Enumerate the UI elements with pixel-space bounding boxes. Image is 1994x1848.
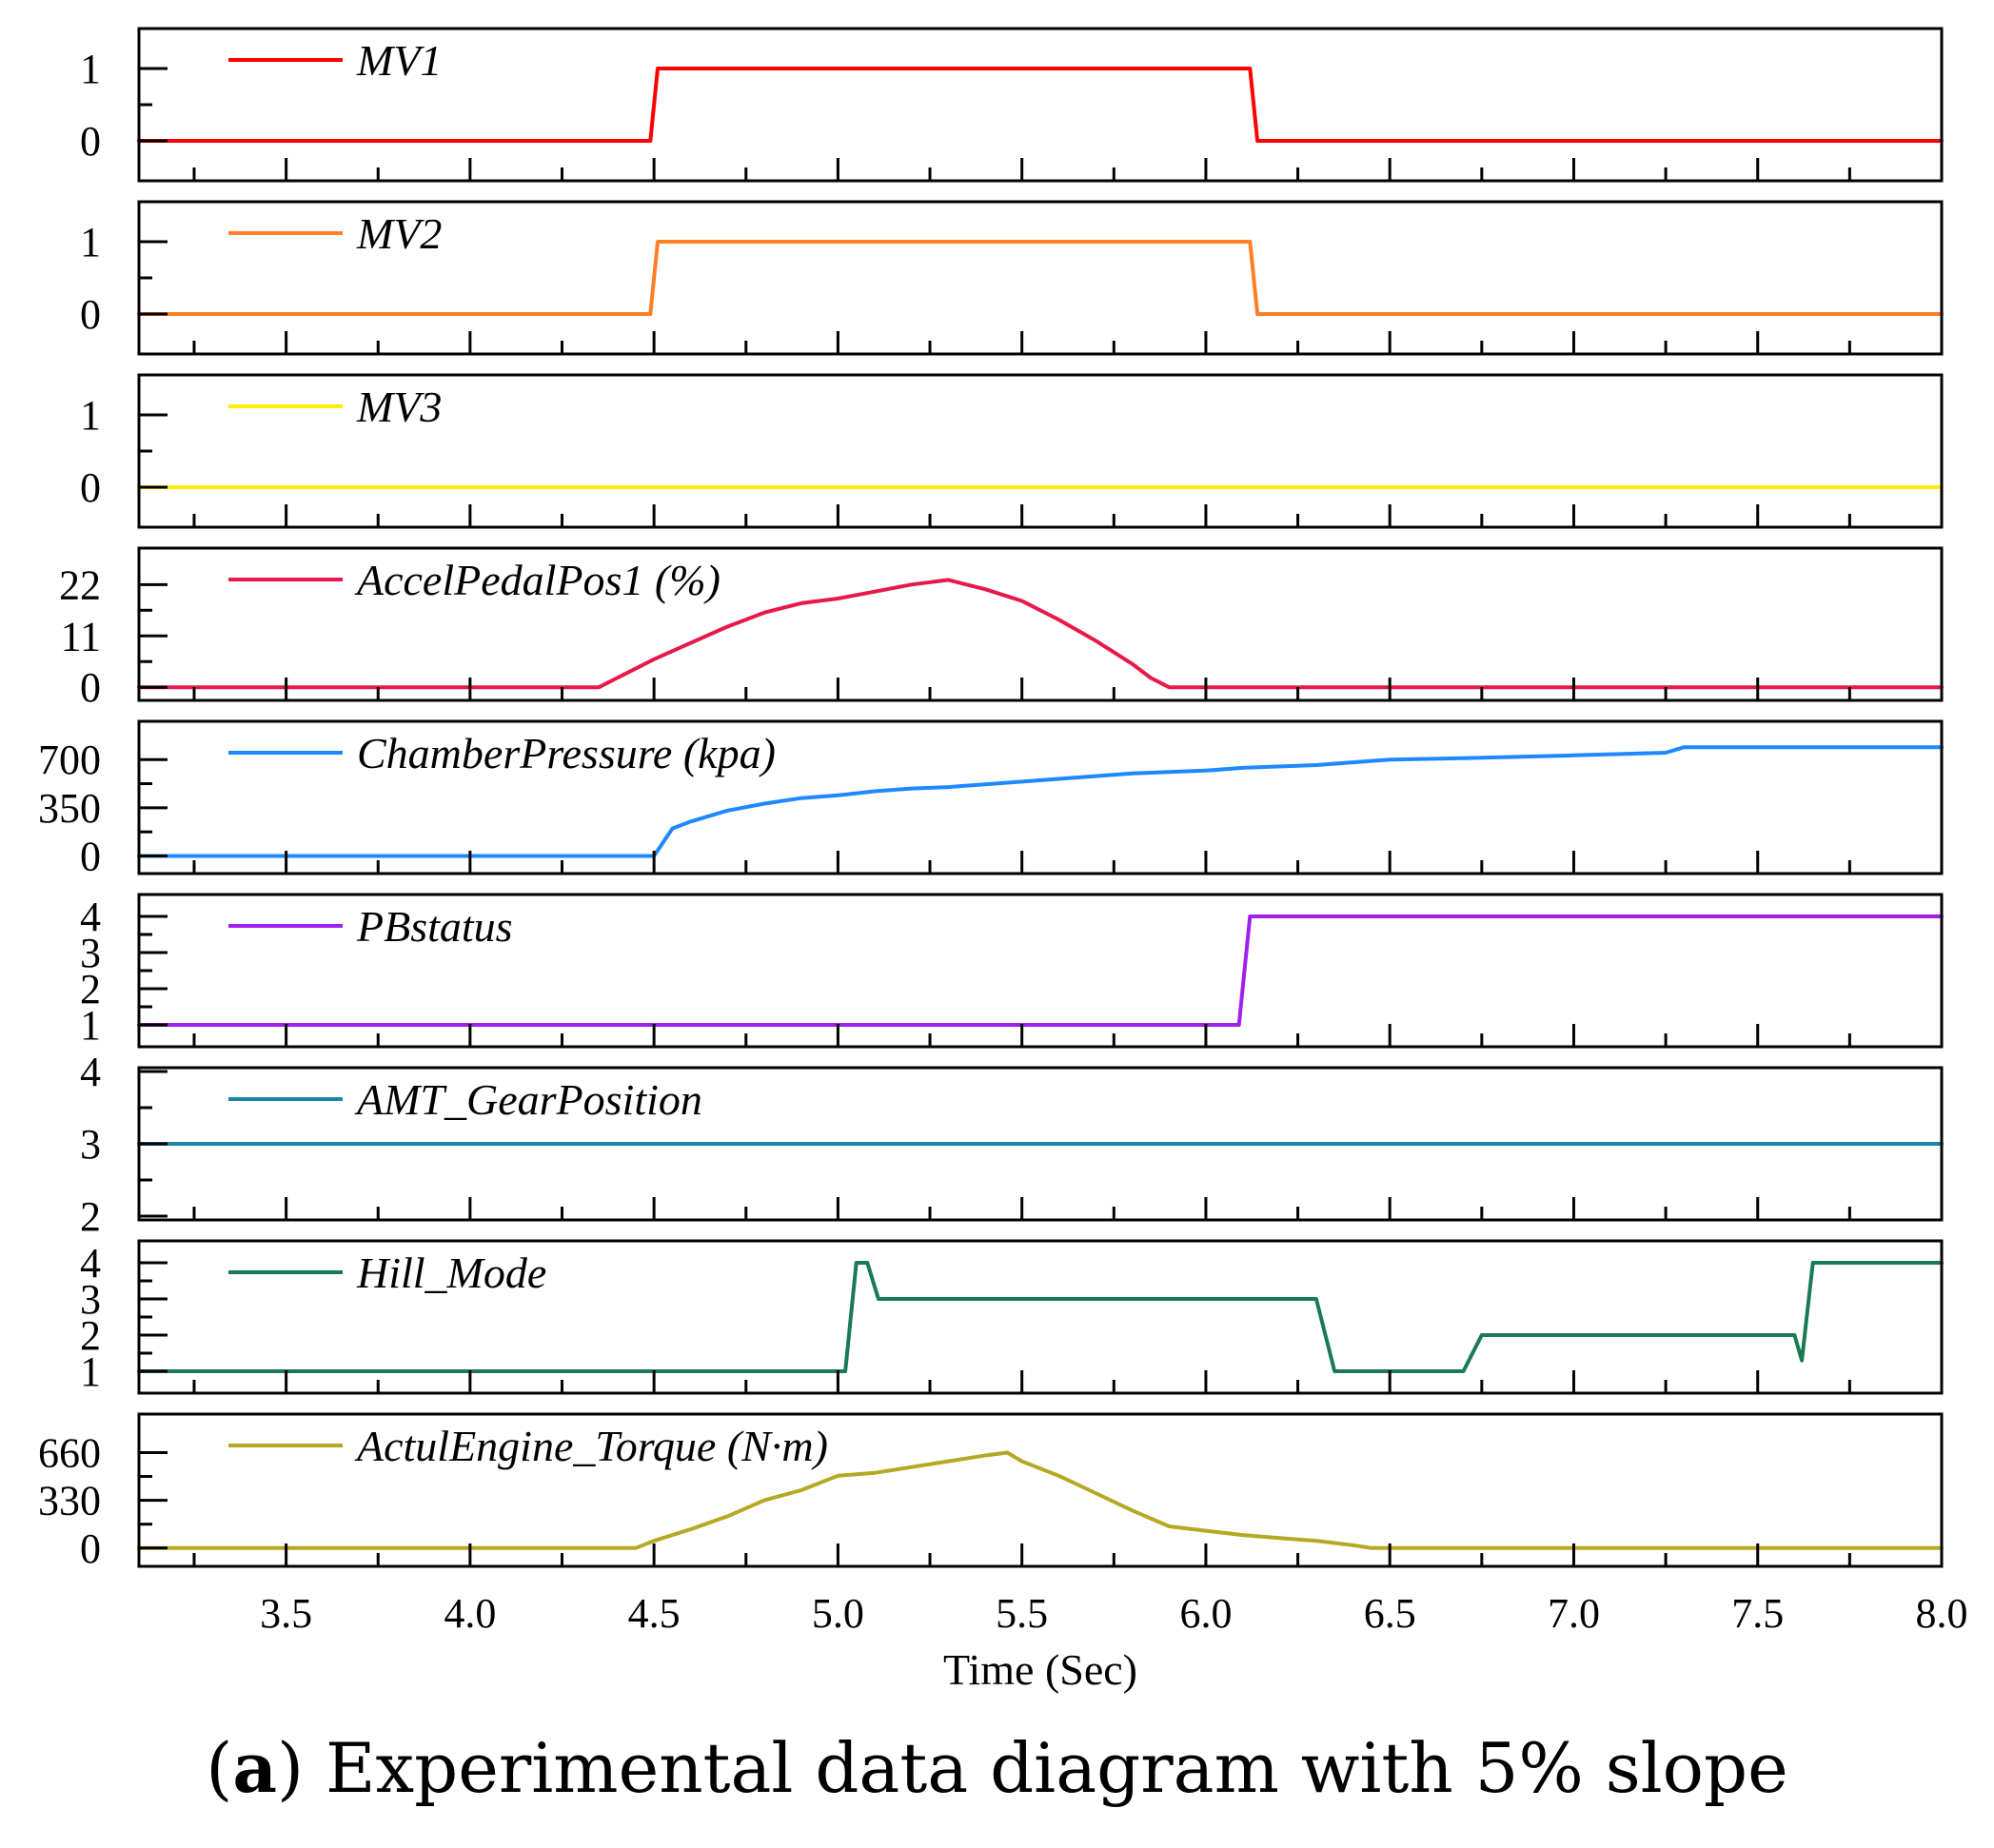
panel-frame — [137, 1412, 1944, 1568]
x-tick-label: 7.0 — [1548, 1590, 1600, 1637]
legend-label: AMT_GearPosition — [354, 1075, 702, 1124]
y-tick-label: 4 — [80, 1049, 101, 1095]
x-tick-label: 6.5 — [1364, 1590, 1416, 1637]
x-tick-label: 5.0 — [812, 1590, 864, 1637]
series-line — [137, 67, 1944, 143]
y-tick-label: 0 — [80, 834, 101, 880]
x-axis-title: Time (Sec) — [943, 1645, 1137, 1694]
y-tick-label: 3 — [80, 1121, 101, 1168]
y-tick-label: 3 — [80, 1276, 101, 1323]
y-tick-label: 1 — [80, 46, 101, 92]
panel-frame — [137, 719, 1944, 875]
y-tick-label: 350 — [38, 785, 101, 832]
y-tick-label: 1 — [80, 392, 101, 439]
series-line — [137, 1450, 1944, 1550]
panel-1: 0 1 MV1 — [80, 27, 1944, 183]
panel-3: 0 1 MV3 — [80, 373, 1944, 529]
x-tick-label: 4.5 — [628, 1590, 681, 1637]
y-tick-label: 4 — [80, 1240, 101, 1287]
series-line — [137, 914, 1944, 1027]
y-tick-label: 700 — [38, 737, 101, 783]
legend-label: ActulEngine_Torque (N·m) — [354, 1422, 828, 1470]
y-tick-label: 330 — [38, 1478, 101, 1524]
x-tick-label: 5.5 — [996, 1590, 1048, 1637]
panel-2: 0 1 MV2 — [80, 200, 1944, 356]
x-tick-label: 7.5 — [1731, 1590, 1784, 1637]
y-tick-label: 0 — [80, 464, 101, 511]
caption-label: a — [232, 1727, 278, 1808]
y-tick-label: 2 — [80, 1193, 101, 1240]
y-tick-label: 22 — [59, 561, 101, 608]
series-line — [137, 1261, 1944, 1373]
y-tick-label: 1 — [80, 1002, 101, 1049]
y-tick-label: 2 — [80, 966, 101, 1012]
y-tick-label: 0 — [80, 664, 101, 711]
y-tick-label: 0 — [80, 291, 101, 338]
legend-label: MV3 — [356, 383, 442, 431]
y-tick-label: 4 — [80, 894, 101, 940]
y-tick-label: 3 — [80, 930, 101, 976]
legend-label: Hill_Mode — [356, 1248, 546, 1297]
x-tick-label: 6.0 — [1179, 1590, 1232, 1637]
y-tick-label: 0 — [80, 118, 101, 165]
legend-label: PBstatus — [356, 902, 513, 951]
y-tick-label: 2 — [80, 1312, 101, 1359]
x-tick-label: 8.0 — [1916, 1590, 1968, 1637]
legend-label: AccelPedalPos1 (%) — [354, 556, 721, 604]
y-tick-label: 11 — [61, 613, 101, 659]
figure-caption: (a) Experimental data diagram with 5% sl… — [206, 1727, 1788, 1808]
x-tick-label: 3.5 — [260, 1590, 312, 1637]
y-tick-label: 1 — [80, 1348, 101, 1395]
x-tick-label: 4.0 — [444, 1590, 496, 1637]
legend-label: MV1 — [356, 36, 442, 85]
panel-4: 0 11 22 AccelPedalPos1 (%) — [59, 546, 1944, 711]
y-tick-label: 0 — [80, 1525, 101, 1572]
panel-7: 2 3 4 AMT_GearPosition — [80, 1049, 1944, 1240]
legend-label: ChamberPressure (kpa) — [357, 729, 776, 777]
caption-text: Experimental data diagram with 5% slope — [304, 1728, 1788, 1808]
series-line — [137, 240, 1944, 316]
legend-label: MV2 — [356, 209, 442, 258]
y-tick-label: 1 — [80, 219, 101, 265]
series-line — [137, 578, 1944, 690]
series-line — [137, 745, 1944, 858]
panel-frame — [137, 546, 1944, 702]
y-tick-label: 660 — [38, 1429, 101, 1476]
